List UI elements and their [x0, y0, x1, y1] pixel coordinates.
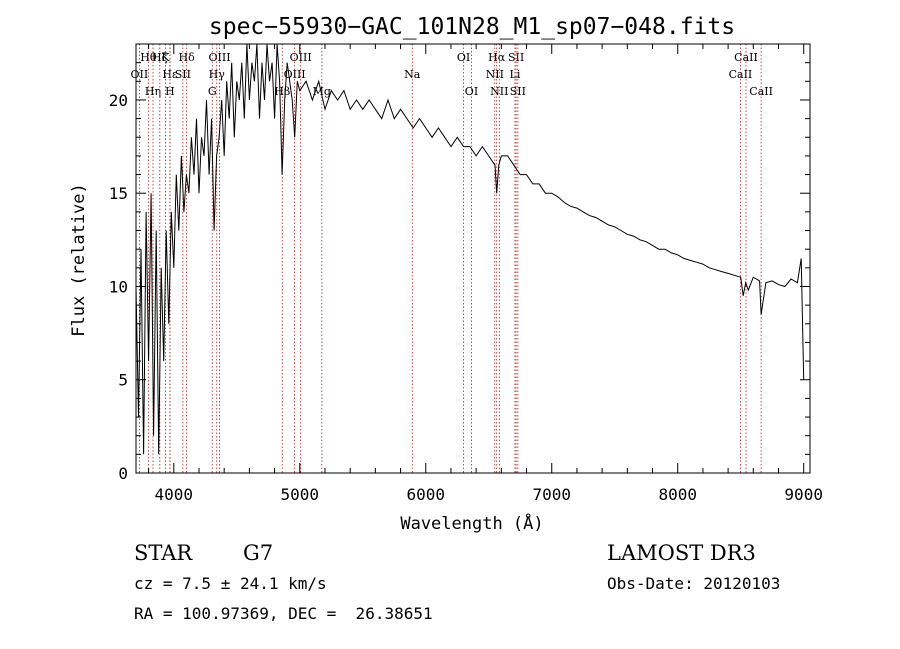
line-label-16: Na	[404, 68, 421, 81]
y-tick-label-4: 20	[109, 91, 128, 110]
line-label-19: Hα	[488, 51, 506, 64]
line-label-0: Hθ	[140, 51, 157, 64]
line-label-2: Hη	[145, 85, 161, 98]
line-label-5: K	[161, 51, 170, 64]
line-label-25: CaII	[734, 51, 758, 64]
line-label-10: OIII	[208, 51, 230, 64]
line-label-7: Hδ	[179, 51, 196, 64]
survey-name: LAMOST DR3	[607, 541, 756, 565]
line-label-20: NII	[486, 68, 504, 81]
line-label-21: NII	[490, 85, 508, 98]
line-label-27: CaII	[749, 85, 773, 98]
line-label-1: OII	[131, 68, 149, 81]
y-tick-label-3: 15	[109, 184, 128, 203]
y-tick-label-0: 0	[118, 464, 128, 483]
line-label-17: OI	[457, 51, 470, 64]
x-tick-label-3: 7000	[532, 485, 571, 504]
line-label-15: Mg	[313, 85, 331, 98]
line-label-8: SII	[175, 68, 191, 81]
line-label-12: OIII	[290, 51, 312, 64]
plot-frame	[135, 43, 811, 474]
object-class: STAR	[134, 541, 193, 565]
spectrum-series	[135, 43, 805, 455]
y-tick-label-1: 5	[118, 371, 128, 390]
x-tick-label-4: 8000	[658, 485, 697, 504]
line-label-6: H	[165, 85, 175, 98]
line-label-18: OI	[465, 85, 478, 98]
line-label-22: SII	[508, 51, 524, 64]
line-label-26: CaII	[729, 68, 753, 81]
x-tick-label-2: 6000	[406, 485, 445, 504]
line-label-24: SII	[510, 85, 526, 98]
x-tick-label-0: 4000	[155, 485, 194, 504]
obs-date: Obs-Date: 20120103	[607, 574, 781, 593]
line-label-3: Hζ	[152, 51, 168, 64]
redshift-text: cz = 7.5 ± 24.1 km/s	[134, 574, 327, 593]
coordinates: RA = 100.97369, DEC = 26.38651	[134, 604, 433, 623]
y-tick-label-2: 10	[109, 277, 128, 296]
line-label-9: G	[208, 85, 217, 98]
x-axis-label: Wavelength (Å)	[400, 512, 543, 534]
flux-line	[135, 43, 805, 455]
line-label-4: Hε	[162, 68, 178, 81]
x-tick-label-1: 5000	[281, 485, 320, 504]
x-tick-label-5: 9000	[784, 485, 823, 504]
y-axis-label: Flux (relative)	[69, 183, 89, 337]
line-label-23: Li	[510, 68, 521, 81]
axis-ticks: 4000 5000 6000 7000 8000 9000 0 5 10 15 20	[109, 44, 823, 504]
line-label-11: Hγ	[209, 68, 226, 81]
line-label-14: Hβ	[274, 85, 290, 98]
chart-title: spec−55930−GAC_101N28_M1_sp07−048.fits	[209, 14, 735, 40]
object-subclass: G7	[243, 541, 274, 565]
